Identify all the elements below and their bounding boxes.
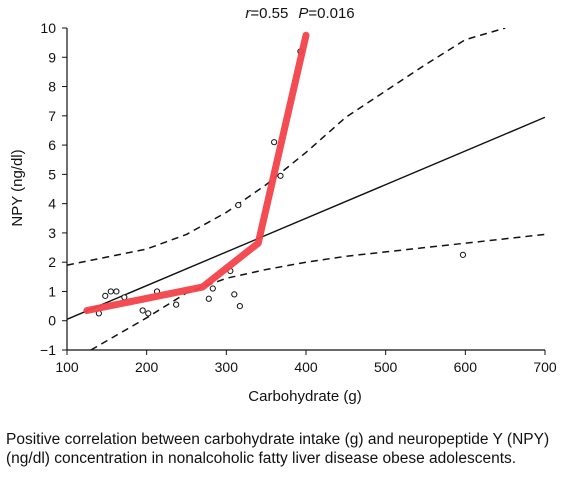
y-tick-label: 0 [48, 313, 56, 329]
stat-r-value: =0.55 [250, 5, 288, 22]
y-tick-label: 10 [40, 20, 56, 36]
x-tick-label: 200 [135, 359, 159, 375]
confidence-upper-line [67, 28, 506, 266]
data-point [139, 307, 146, 314]
y-axis-label: NPY (ng/dl) [9, 149, 26, 226]
y-tick-label: 8 [48, 79, 56, 95]
ticks: 100 200 300 400 500 600 700 −1 0 1 2 3 4 5 6 7 8 9 10 [40, 20, 557, 375]
data-point [113, 288, 120, 295]
data-point [231, 291, 238, 298]
x-axis-label: Carbohydrate (g) [248, 388, 361, 405]
y-tick-label: 3 [48, 225, 56, 241]
stat-r-label: r [245, 5, 251, 22]
data-point [235, 202, 242, 209]
data-point [102, 292, 109, 299]
y-tick-label: 9 [48, 49, 56, 65]
data-point [205, 295, 212, 302]
data-point [271, 139, 278, 146]
data-point [209, 285, 216, 292]
x-tick-label: 600 [454, 359, 478, 375]
figure-caption: Positive correlation between carbohydrat… [6, 431, 550, 467]
y-tick-label: 2 [48, 254, 56, 270]
data-point [107, 288, 114, 295]
stat-p-value: =0.016 [308, 5, 354, 22]
stat-annotation: r=0.55 P=0.016 [245, 5, 354, 22]
x-tick-label: 400 [294, 359, 318, 375]
data-point [145, 310, 152, 317]
data-points [83, 31, 467, 317]
y-tick-label: 5 [48, 166, 56, 182]
data-point [236, 302, 243, 310]
y-tick-label: 6 [48, 137, 56, 153]
y-tick-label: 7 [48, 108, 56, 124]
data-point [173, 301, 180, 308]
regression-line [67, 116, 545, 320]
series [67, 28, 545, 350]
y-tick-label: 4 [48, 196, 56, 212]
x-tick-label: 100 [55, 359, 79, 375]
trend-highlight-line [83, 31, 310, 314]
x-tick-label: 300 [215, 359, 239, 375]
x-tick-label: 500 [374, 359, 398, 375]
y-tick-label: −1 [40, 342, 56, 358]
data-point [459, 251, 467, 258]
y-tick-label: 1 [48, 283, 56, 299]
data-point [277, 172, 284, 179]
x-tick-label: 700 [533, 359, 557, 375]
stat-p-label: P [298, 5, 308, 22]
scatter-chart: r=0.55 P=0.016 100 200 300 400 500 600 700 −1 0 1 2… [9, 5, 557, 405]
